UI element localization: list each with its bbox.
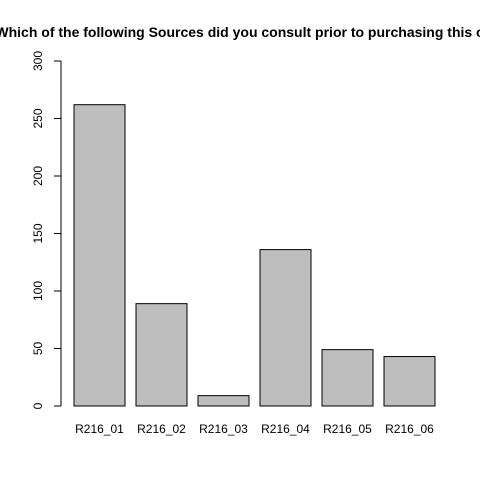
x-tick-label: R216_02 <box>137 422 186 436</box>
y-tick-label: 300 <box>31 51 45 71</box>
x-tick-label: R216_03 <box>199 422 248 436</box>
bar-r216-06 <box>383 356 436 407</box>
x-tick-label: R216_05 <box>323 422 372 436</box>
x-tick-label: R216_04 <box>261 422 310 436</box>
x-tick-label: R216_06 <box>385 422 434 436</box>
y-tick-label: 50 <box>31 342 45 356</box>
bar-r216-04 <box>259 249 312 407</box>
y-tick-label: 250 <box>31 108 45 128</box>
y-tick-label: 100 <box>31 281 45 301</box>
x-axis-labels: R216_01 R216_02 R216_03 R216_04 R216_05 R216_… <box>75 422 434 436</box>
bar-r216-01 <box>73 104 126 407</box>
chart-title: Which of the following Sources did you c… <box>0 24 480 40</box>
y-tick-label: 150 <box>31 223 45 243</box>
bar-r216-05 <box>321 349 374 407</box>
y-tick-label: 0 <box>31 402 45 409</box>
bars-group <box>73 104 436 407</box>
bar-r216-02 <box>135 303 188 407</box>
y-axis: 0 50 100 150 200 250 300 <box>31 51 62 409</box>
x-tick-label: R216_01 <box>75 422 124 436</box>
y-tick-label: 200 <box>31 166 45 186</box>
bar-r216-03 <box>197 395 250 407</box>
